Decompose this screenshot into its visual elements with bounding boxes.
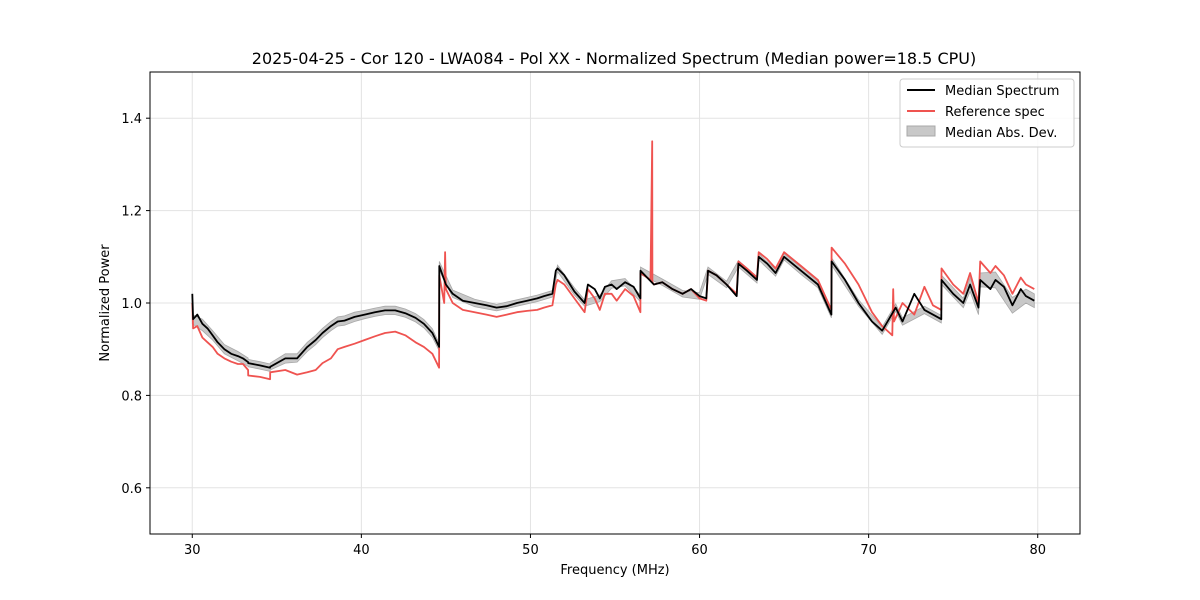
y-axis-label: Normalized Power bbox=[98, 244, 113, 362]
x-tick-label: 60 bbox=[691, 543, 708, 558]
x-tick-label: 50 bbox=[522, 543, 539, 558]
chart-title: 2025-04-25 - Cor 120 - LWA084 - Pol XX -… bbox=[252, 49, 976, 68]
reference-series-layer bbox=[191, 140, 1035, 381]
x-tick-label: 40 bbox=[353, 543, 370, 558]
legend-swatch-mad bbox=[906, 125, 936, 137]
x-tick-label: 30 bbox=[184, 543, 201, 558]
legend: Median Spectrum Reference spec Median Ab… bbox=[899, 78, 1075, 148]
y-tick-label: 1.4 bbox=[121, 112, 142, 127]
grid bbox=[150, 72, 1080, 534]
mad-band bbox=[191, 252, 1035, 372]
y-tick-label: 0.8 bbox=[121, 389, 142, 404]
y-tick-label: 0.6 bbox=[121, 482, 142, 497]
x-axis: 30 40 50 60 70 80 bbox=[184, 534, 1046, 558]
y-axis: 0.6 0.8 1.0 1.2 1.4 bbox=[121, 112, 150, 497]
y-tick-label: 1.0 bbox=[121, 297, 142, 312]
legend-label-reference: Reference spec bbox=[945, 105, 1045, 120]
y-tick-label: 1.2 bbox=[121, 205, 142, 220]
x-tick-label: 70 bbox=[860, 543, 877, 558]
reference-spectrum-line bbox=[191, 140, 1035, 381]
legend-label-mad: Median Abs. Dev. bbox=[945, 126, 1057, 141]
x-tick-label: 80 bbox=[1029, 543, 1046, 558]
mad-band-layer bbox=[191, 252, 1035, 372]
legend-label-median: Median Spectrum bbox=[945, 84, 1059, 99]
legend-box bbox=[899, 78, 1075, 148]
median-series-layer bbox=[191, 255, 1035, 369]
x-axis-label: Frequency (MHz) bbox=[560, 563, 669, 578]
median-spectrum-line bbox=[191, 255, 1035, 369]
